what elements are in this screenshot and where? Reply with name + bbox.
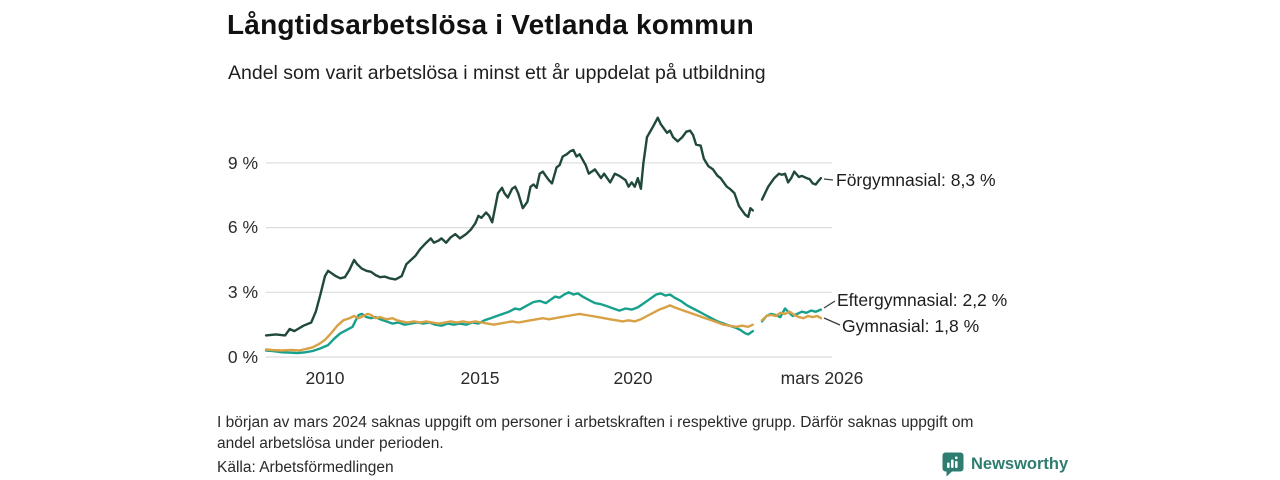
series-end-label-forgymnasial: Förgymnasial: 8,3 % <box>836 170 996 190</box>
x-axis-tick-label-2015: 2015 <box>460 368 500 388</box>
y-axis-tick-label-3: 3 % <box>227 282 258 302</box>
y-axis-tick-label-6: 6 % <box>227 217 258 237</box>
newsworthy-wordmark: Newsworthy <box>971 455 1069 473</box>
chart-subtitle: Andel som varit arbetslösa i minst ett å… <box>228 62 766 84</box>
y-axis-tick-label-9: 9 % <box>227 153 258 173</box>
source-label: Källa: Arbetsförmedlingen <box>217 459 394 476</box>
footnote-line-2: andel arbetslösa under perioden. <box>217 435 444 452</box>
newsworthy-logo: Newsworthy <box>942 452 1068 477</box>
series-end-label-gymnasial: Gymnasial: 1,8 % <box>842 316 980 336</box>
x-axis-tick-label-2010: 2010 <box>305 368 345 388</box>
y-axis-tick-label-0: 0 % <box>227 347 258 367</box>
x-axis-tick-label-2020: 2020 <box>613 368 653 388</box>
series-end-label-eftergymnasial: Eftergymnasial: 2,2 % <box>837 290 1008 310</box>
bar-chart-speech-bubble-icon <box>942 452 964 477</box>
chart-title: Långtidsarbetslösa i Vetlanda kommun <box>227 9 754 40</box>
footnote-line-1: I början av mars 2024 saknas uppgift om … <box>217 414 974 431</box>
x-axis-tick-label-mars-2026: mars 2026 <box>780 368 864 388</box>
